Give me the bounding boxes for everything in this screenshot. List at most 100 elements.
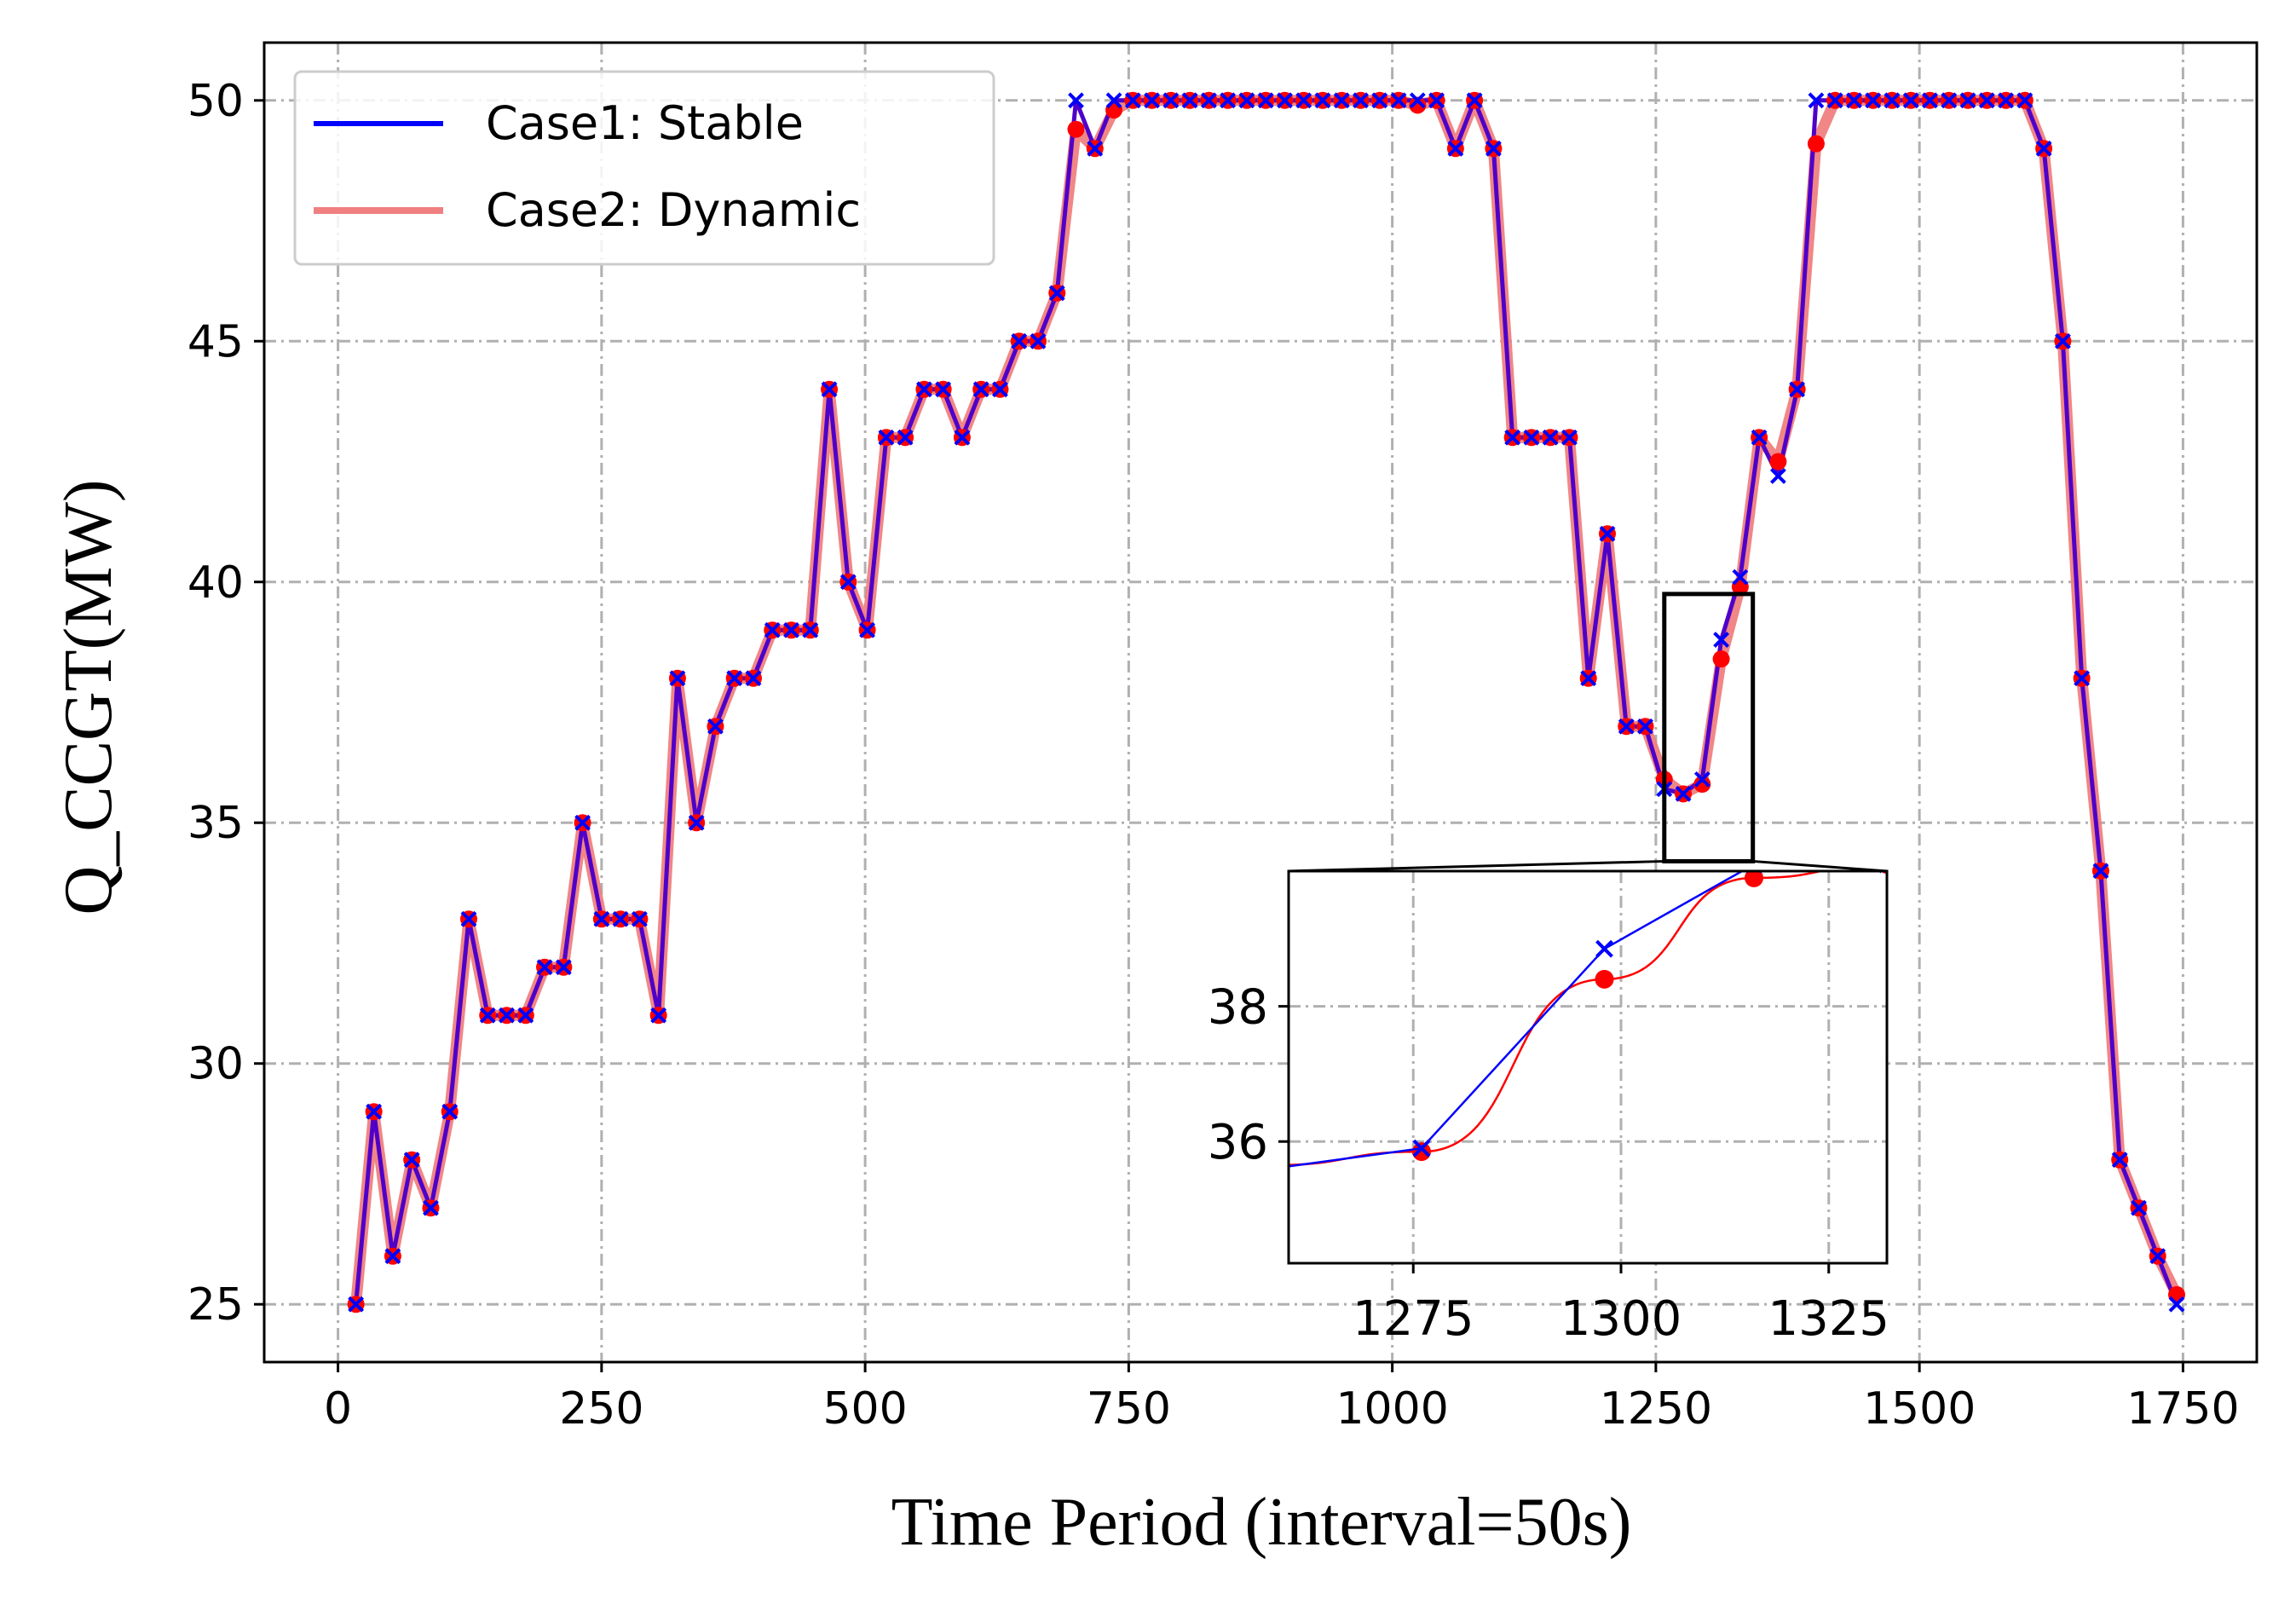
inset-background [1289,871,1887,1263]
y-axis-label: Q_CCGT(MW) [51,479,126,915]
stable-series-point [802,621,819,638]
stable-series-point [479,1007,496,1024]
stable-series-point [1637,718,1653,735]
x-tick-label: 1750 [2126,1383,2239,1435]
main-axis-ticks: 0 250 500 750 1000 1250 1500 1750 25 30 35 40 45 50 [187,76,2240,1435]
stable-series-point [2168,1296,2185,1313]
zoom-rectangle [1662,592,1756,863]
stable-series-point [423,1199,439,1216]
stable-series-point [1220,92,1237,109]
stable-series-point [517,1007,534,1024]
stable-series-point [1428,92,1445,109]
stable-series-point [1144,92,1161,109]
stable-series-point [1826,92,1843,109]
y-tick-label: 35 [187,798,244,849]
stable-series-point [1599,525,1616,542]
stable-series-point [536,959,553,976]
dynamic-series-point [1712,650,1730,668]
stable-series-point [1162,92,1180,109]
x-tick-label: 750 [1087,1383,1171,1435]
stable-series-point [1941,92,1958,109]
stable-series-point [821,381,838,398]
stable-series-point [2092,863,2109,880]
inset-x-tick-label: 1275 [1353,1291,1474,1347]
stable-series-point [1181,92,1198,109]
stable-series-point [1257,92,1274,109]
stable-series-point [1353,92,1369,109]
stable-series-point [1959,92,1976,109]
stable-series-point [1011,332,1028,349]
stable-series-point [1523,429,1540,446]
dynamic-series-point [1769,453,1787,471]
y-tick-label: 40 [187,557,244,609]
stable-series-point [1238,92,1255,109]
stable-series-point [1314,92,1331,109]
y-tick-label: 25 [187,1279,244,1331]
stable-series-point [1846,92,1862,109]
stable-series-point [460,910,477,927]
stable-series-point [366,1103,383,1120]
stable-series-point [1124,92,1141,109]
stable-series-point [1751,429,1768,446]
inset-zoom-plot: 1275 1300 1325 36 38 [1208,869,1889,1347]
stable-series-point [1466,92,1483,109]
stable-series-point [574,814,591,831]
stable-series-point [1675,785,1692,802]
inset-x-tick-label: 1325 [1768,1291,1889,1347]
stable-series-point [1902,92,1919,109]
stable-series-point [1808,92,1825,109]
stable-series-point [972,381,989,398]
y-tick-label: 50 [187,76,244,127]
stable-series-point [669,670,686,687]
stable-series-point [612,910,629,927]
stable-series-point [1277,92,1293,109]
stable-series-point [441,1103,459,1120]
inset-content [1289,871,1887,1168]
stable-series-point [2111,1152,2128,1169]
stable-series-point [2054,332,2071,349]
stable-series-point [650,1007,667,1024]
stable-series-point [1865,92,1882,109]
stable-series-point [1732,569,1749,586]
zoom-connector-line [1288,859,1664,873]
inset-y-tick-label: 36 [1208,1115,1268,1170]
stable-series-point [2149,1248,2166,1265]
stable-series-point [1693,771,1710,788]
stable-series-point [1998,92,2015,109]
stable-series-point [859,621,876,638]
main-series-markers [347,91,2185,1313]
stable-series-point [783,621,799,638]
stable-series-point [1409,92,1426,109]
stable-series-point [1769,468,1786,484]
dynamic-series-point [1067,120,1085,138]
stable-series-point [1922,92,1938,109]
inset-stable-point [1595,939,1613,958]
x-tick-label: 0 [324,1383,352,1435]
stable-series-point [954,429,971,446]
stable-series-point [2074,670,2091,687]
stable-series-point [1485,140,1502,157]
stable-series-point [1884,92,1901,109]
stable-series-point [745,670,762,687]
stable-series-point [348,1296,365,1313]
inset-x-tick-label: 1300 [1560,1291,1682,1347]
stable-series-point [499,1007,515,1024]
x-tick-label: 500 [822,1383,907,1435]
stable-series-point [1447,140,1464,157]
x-axis-label: Time Period (interval=50s) [891,1485,1632,1560]
stable-series-point [1048,285,1065,302]
stable-series-point [764,621,781,638]
stable-series-point [631,910,648,927]
x-tick-label: 1500 [1863,1383,1976,1435]
stable-series-point [897,429,914,446]
stable-series-point [688,814,705,831]
dynamic-series-point [1693,776,1711,794]
dynamic-series-point [1807,135,1825,153]
stable-series-point [1087,140,1104,157]
stable-series-point [555,959,572,976]
dynamic-series-point [1409,96,1427,114]
stable-series-point [1978,92,1995,109]
stable-series-point [2035,140,2052,157]
stable-series-point [1713,632,1730,648]
